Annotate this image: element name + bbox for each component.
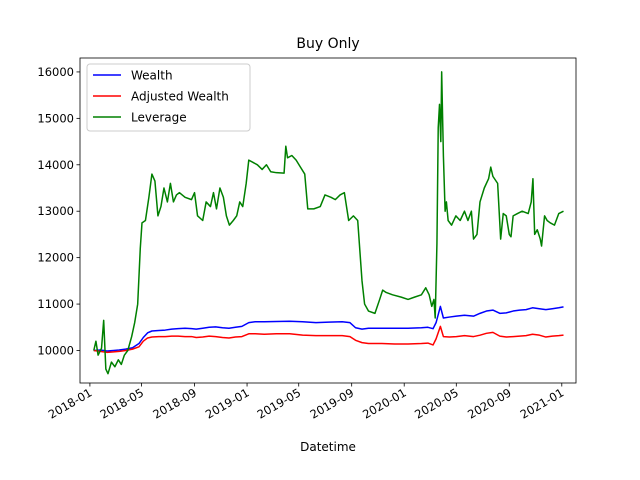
legend-label: Adjusted Wealth	[131, 90, 229, 104]
legend: Wealth Adjusted Wealth Leverage	[86, 63, 251, 132]
y-tick-label: 13000	[37, 204, 74, 218]
y-tick-label: 14000	[37, 158, 74, 172]
y-tick-label: 11000	[37, 297, 74, 311]
y-tick-label: 10000	[37, 344, 74, 358]
chart-title: Buy Only	[296, 36, 359, 52]
plot-area	[79, 57, 577, 384]
y-tick-label: 12000	[37, 251, 74, 265]
series-line-wealth	[93, 305, 564, 352]
legend-label: Wealth	[131, 69, 173, 83]
series-line-leverage	[93, 71, 564, 375]
y-axis: 10000 11000 12000 13000 14000 15000 16000	[37, 65, 80, 358]
y-tick-label: 16000	[37, 65, 74, 79]
y-tick-label: 15000	[37, 111, 74, 125]
series-line-adjusted-wealth	[93, 325, 564, 354]
x-axis-title: Datetime	[300, 440, 356, 454]
axes-frame	[79, 57, 577, 384]
legend-box	[86, 63, 251, 132]
legend-label: Leverage	[131, 111, 187, 125]
